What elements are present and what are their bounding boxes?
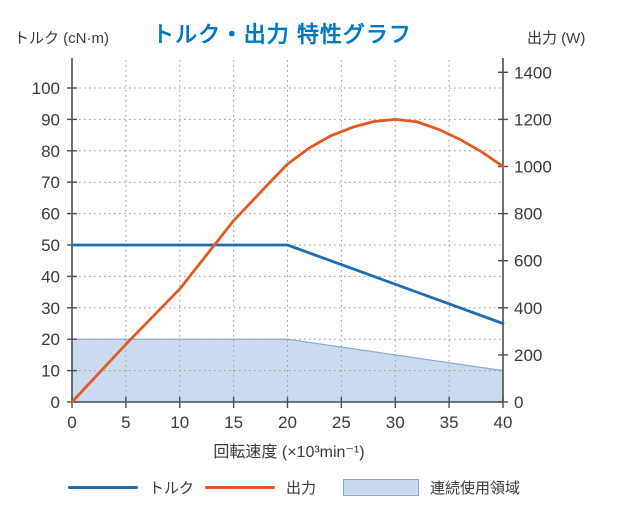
right-tick-label: 600 — [514, 252, 542, 271]
x-tick-label: 35 — [440, 413, 459, 432]
x-axis-title: 回転速度 (×10³min⁻¹) — [213, 444, 365, 461]
right-tick-label: 200 — [514, 346, 542, 365]
x-tick-label: 15 — [224, 413, 243, 432]
left-tick-label: 100 — [32, 79, 60, 98]
left-tick-label: 60 — [41, 205, 60, 224]
x-tick-label: 5 — [121, 413, 130, 432]
left-axis-title: トルク (cN·m) — [14, 30, 109, 47]
region-area-swatch — [343, 478, 419, 496]
legend-item-output: 出力 — [205, 476, 316, 498]
legend-label-output: 出力 — [286, 479, 317, 497]
torque-curve — [70, 243, 505, 325]
left-tick-label: 10 — [41, 362, 60, 381]
right-tick-label: 800 — [514, 205, 542, 224]
left-tick-label: 70 — [41, 173, 60, 192]
x-tick-label: 25 — [332, 413, 351, 432]
chart-title: トルク・出力 特性グラフ — [152, 22, 412, 47]
left-tick-label: 20 — [41, 330, 60, 349]
x-tick-label: 10 — [170, 413, 189, 432]
chart-legend: トルク 出力 連続使用領域 — [0, 476, 634, 502]
right-tick-label: 1200 — [514, 110, 552, 129]
right-tick-label: 1000 — [514, 158, 552, 177]
right-axis-title: 出力 (W) — [527, 30, 586, 47]
right-tick-label: 400 — [514, 299, 542, 318]
left-tick-label: 50 — [41, 236, 60, 255]
left-tick-label: 0 — [51, 393, 60, 412]
x-tick-label: 0 — [67, 413, 76, 432]
left-tick-label: 80 — [41, 142, 60, 161]
x-tick-label: 40 — [494, 413, 513, 432]
legend-label-region: 連続使用領域 — [430, 479, 521, 497]
output-curve — [70, 118, 505, 404]
tick-labels: 0 5 10 15 20 25 30 35 40010203040506070809010002… — [32, 63, 552, 432]
output-line-swatch — [205, 485, 275, 489]
torque-output-chart: 0 5 10 15 20 25 30 35 40010203040506070809010002… — [32, 58, 552, 432]
gridlines — [74, 60, 501, 400]
legend-label-torque: トルク — [149, 479, 195, 497]
x-tick-label: 20 — [278, 413, 297, 432]
right-tick-label: 0 — [514, 393, 523, 412]
legend-item-region: 連続使用領域 — [343, 476, 520, 498]
left-tick-label: 30 — [41, 299, 60, 318]
left-tick-label: 90 — [41, 110, 60, 129]
right-tick-label: 1400 — [514, 63, 552, 82]
x-tick-label: 30 — [386, 413, 405, 432]
left-tick-label: 40 — [41, 267, 60, 286]
torque-line-swatch — [68, 485, 138, 489]
legend-item-torque: トルク — [68, 476, 194, 498]
